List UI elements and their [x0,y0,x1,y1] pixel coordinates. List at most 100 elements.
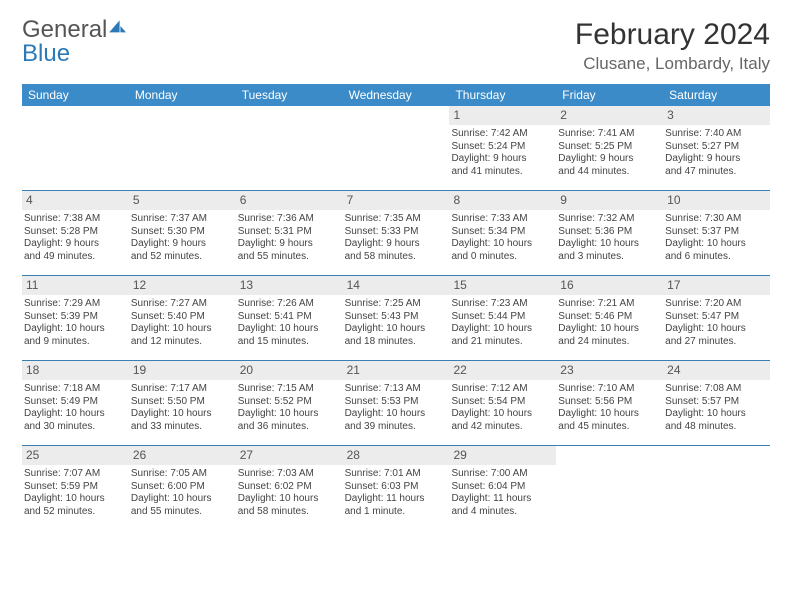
calendar: Sunday Monday Tuesday Wednesday Thursday… [22,84,770,524]
day-number: 8 [449,191,556,210]
daylight-text-1: Daylight: 10 hours [345,323,448,336]
daylight-text-1: Daylight: 10 hours [131,493,234,506]
daylight-text-2: and 42 minutes. [451,421,554,434]
daylight-text-2: and 52 minutes. [24,506,127,519]
day-number: 3 [663,106,770,125]
sunrise-text: Sunrise: 7:42 AM [451,128,554,141]
day-number: 12 [129,276,236,295]
calendar-cell: 23Sunrise: 7:10 AMSunset: 5:56 PMDayligh… [556,361,663,439]
sunrise-text: Sunrise: 7:36 AM [238,213,341,226]
sunrise-text: Sunrise: 7:23 AM [451,298,554,311]
daylight-text-1: Daylight: 10 hours [665,408,768,421]
daylight-text-2: and 49 minutes. [24,251,127,264]
calendar-cell: 4Sunrise: 7:38 AMSunset: 5:28 PMDaylight… [22,191,129,269]
calendar-cell: 29Sunrise: 7:00 AMSunset: 6:04 PMDayligh… [449,446,556,524]
sunrise-text: Sunrise: 7:25 AM [345,298,448,311]
daylight-text-2: and 27 minutes. [665,336,768,349]
daylight-text-2: and 21 minutes. [451,336,554,349]
week-row: 1Sunrise: 7:42 AMSunset: 5:24 PMDaylight… [22,106,770,184]
sunrise-text: Sunrise: 7:27 AM [131,298,234,311]
day-number: 2 [556,106,663,125]
day-number: 11 [22,276,129,295]
daylight-text-1: Daylight: 10 hours [451,238,554,251]
calendar-cell: 17Sunrise: 7:20 AMSunset: 5:47 PMDayligh… [663,276,770,354]
daylight-text-2: and 52 minutes. [131,251,234,264]
sunrise-text: Sunrise: 7:37 AM [131,213,234,226]
dayhead-fri: Friday [556,84,663,106]
daylight-text-1: Daylight: 9 hours [238,238,341,251]
daylight-text-1: Daylight: 9 hours [131,238,234,251]
daylight-text-1: Daylight: 10 hours [558,323,661,336]
sunset-text: Sunset: 5:36 PM [558,226,661,239]
sunrise-text: Sunrise: 7:15 AM [238,383,341,396]
sunset-text: Sunset: 5:49 PM [24,396,127,409]
sunrise-text: Sunrise: 7:01 AM [345,468,448,481]
sunrise-text: Sunrise: 7:21 AM [558,298,661,311]
sunrise-text: Sunrise: 7:18 AM [24,383,127,396]
day-number: 9 [556,191,663,210]
sunset-text: Sunset: 5:47 PM [665,311,768,324]
week-row: 18Sunrise: 7:18 AMSunset: 5:49 PMDayligh… [22,360,770,439]
dayhead-wed: Wednesday [343,84,450,106]
day-number: 10 [663,191,770,210]
calendar-cell: 22Sunrise: 7:12 AMSunset: 5:54 PMDayligh… [449,361,556,439]
sunrise-text: Sunrise: 7:10 AM [558,383,661,396]
sunrise-text: Sunrise: 7:30 AM [665,213,768,226]
calendar-cell: 5Sunrise: 7:37 AMSunset: 5:30 PMDaylight… [129,191,236,269]
sunset-text: Sunset: 5:31 PM [238,226,341,239]
daylight-text-2: and 41 minutes. [451,166,554,179]
day-number: 27 [236,446,343,465]
sunset-text: Sunset: 6:02 PM [238,481,341,494]
weeks-container: 1Sunrise: 7:42 AMSunset: 5:24 PMDaylight… [22,106,770,524]
daylight-text-2: and 18 minutes. [345,336,448,349]
daylight-text-2: and 44 minutes. [558,166,661,179]
day-number: 13 [236,276,343,295]
sunrise-text: Sunrise: 7:33 AM [451,213,554,226]
calendar-cell: 21Sunrise: 7:13 AMSunset: 5:53 PMDayligh… [343,361,450,439]
calendar-cell: 6Sunrise: 7:36 AMSunset: 5:31 PMDaylight… [236,191,343,269]
daylight-text-1: Daylight: 10 hours [558,238,661,251]
sunrise-text: Sunrise: 7:41 AM [558,128,661,141]
calendar-cell: 11Sunrise: 7:29 AMSunset: 5:39 PMDayligh… [22,276,129,354]
daylight-text-2: and 24 minutes. [558,336,661,349]
sunrise-text: Sunrise: 7:40 AM [665,128,768,141]
day-number: 4 [22,191,129,210]
daylight-text-2: and 12 minutes. [131,336,234,349]
daylight-text-2: and 48 minutes. [665,421,768,434]
calendar-cell: 24Sunrise: 7:08 AMSunset: 5:57 PMDayligh… [663,361,770,439]
sunrise-text: Sunrise: 7:03 AM [238,468,341,481]
sunrise-text: Sunrise: 7:08 AM [665,383,768,396]
daylight-text-2: and 15 minutes. [238,336,341,349]
sunrise-text: Sunrise: 7:07 AM [24,468,127,481]
sunrise-text: Sunrise: 7:00 AM [451,468,554,481]
daylight-text-1: Daylight: 11 hours [451,493,554,506]
day-number: 23 [556,361,663,380]
daylight-text-1: Daylight: 11 hours [345,493,448,506]
calendar-cell: 20Sunrise: 7:15 AMSunset: 5:52 PMDayligh… [236,361,343,439]
sunrise-text: Sunrise: 7:35 AM [345,213,448,226]
dayhead-thu: Thursday [449,84,556,106]
sunset-text: Sunset: 5:41 PM [238,311,341,324]
sunset-text: Sunset: 5:59 PM [24,481,127,494]
sunset-text: Sunset: 5:37 PM [665,226,768,239]
sunset-text: Sunset: 5:53 PM [345,396,448,409]
day-number: 19 [129,361,236,380]
calendar-cell: 16Sunrise: 7:21 AMSunset: 5:46 PMDayligh… [556,276,663,354]
daylight-text-1: Daylight: 10 hours [24,323,127,336]
calendar-cell-empty [663,446,770,524]
calendar-cell-empty [129,106,236,184]
calendar-cell: 13Sunrise: 7:26 AMSunset: 5:41 PMDayligh… [236,276,343,354]
day-header-row: Sunday Monday Tuesday Wednesday Thursday… [22,84,770,106]
day-number: 7 [343,191,450,210]
sunset-text: Sunset: 5:27 PM [665,141,768,154]
calendar-cell: 12Sunrise: 7:27 AMSunset: 5:40 PMDayligh… [129,276,236,354]
calendar-cell-empty [22,106,129,184]
daylight-text-1: Daylight: 10 hours [665,323,768,336]
sunrise-text: Sunrise: 7:13 AM [345,383,448,396]
daylight-text-1: Daylight: 10 hours [451,408,554,421]
calendar-cell: 15Sunrise: 7:23 AMSunset: 5:44 PMDayligh… [449,276,556,354]
calendar-cell: 2Sunrise: 7:41 AMSunset: 5:25 PMDaylight… [556,106,663,184]
day-number: 16 [556,276,663,295]
dayhead-sat: Saturday [663,84,770,106]
daylight-text-2: and 6 minutes. [665,251,768,264]
